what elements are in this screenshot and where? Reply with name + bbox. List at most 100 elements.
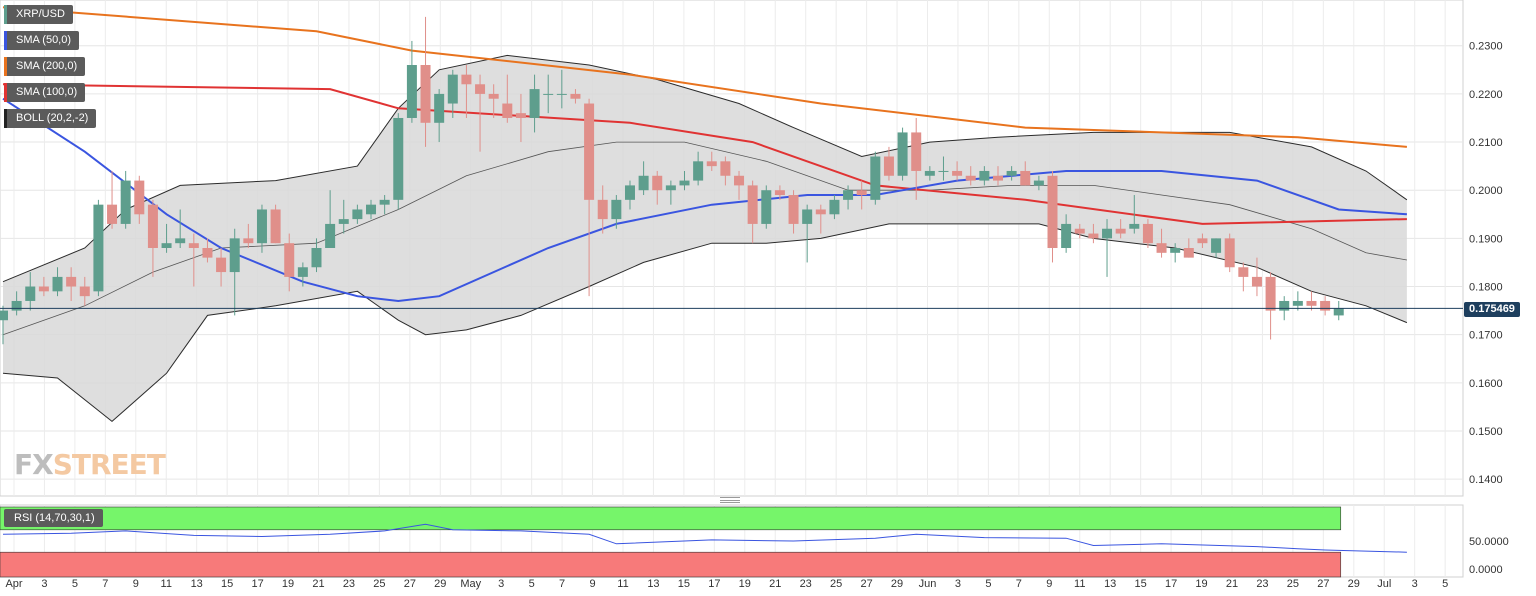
candle xyxy=(965,166,976,186)
candle-body xyxy=(1197,238,1208,244)
x-tick-label: 15 xyxy=(1135,578,1147,590)
candle-body xyxy=(1047,175,1058,248)
legend-sma200[interactable]: SMA (200,0) xyxy=(4,57,86,76)
candle-body xyxy=(297,267,308,277)
candle-body xyxy=(120,180,131,224)
candle-body xyxy=(665,185,676,191)
candle-body xyxy=(0,310,8,321)
candle-body xyxy=(1102,228,1113,239)
x-tick-label: 11 xyxy=(617,578,628,590)
candle-body xyxy=(406,65,417,118)
current-price-tag: 0.175469 xyxy=(1464,302,1520,317)
x-tick-label: 29 xyxy=(1348,578,1360,590)
legend-sma200-swatch xyxy=(4,57,7,76)
candle-body xyxy=(25,286,36,301)
candle xyxy=(1033,175,1044,191)
candle xyxy=(243,223,254,248)
x-tick-label: Jun xyxy=(919,578,937,590)
candle xyxy=(693,151,704,186)
candle xyxy=(1047,170,1058,263)
rsi-curve xyxy=(2,523,1407,553)
sma100-line xyxy=(2,83,1407,225)
y-tick-label: 0.2000 xyxy=(1469,185,1503,197)
legend-sma200-label: SMA (200,0) xyxy=(16,60,78,72)
x-tick-label: 13 xyxy=(647,578,659,590)
candle xyxy=(1320,296,1331,316)
candle xyxy=(297,262,308,287)
x-tick-label: 19 xyxy=(282,578,294,590)
legend-sma50[interactable]: SMA (50,0) xyxy=(4,31,80,50)
candle-body xyxy=(938,170,949,172)
legend-rsi[interactable]: RSI (14,70,30,1) xyxy=(4,509,103,527)
candle xyxy=(270,204,281,244)
candle-body xyxy=(447,74,458,104)
x-tick-label: 27 xyxy=(404,578,416,590)
candle xyxy=(1183,238,1194,258)
x-tick-label: May xyxy=(460,578,481,590)
x-tick-label: 15 xyxy=(221,578,233,590)
x-tick-label: 19 xyxy=(1195,578,1207,590)
x-tick-label: 27 xyxy=(860,578,872,590)
candle xyxy=(311,238,322,273)
candle xyxy=(802,204,813,263)
candle xyxy=(1170,243,1181,263)
candle-body xyxy=(66,276,77,287)
x-tick-label: 9 xyxy=(589,578,595,590)
candle xyxy=(938,156,949,181)
candle xyxy=(543,74,554,114)
x-tick-label: 23 xyxy=(1256,578,1268,590)
candle xyxy=(529,74,540,133)
candle xyxy=(1088,223,1099,244)
candle-body xyxy=(393,117,404,200)
candle-body xyxy=(1320,300,1331,311)
candle xyxy=(665,180,676,205)
candle xyxy=(1251,257,1262,297)
candle-body xyxy=(815,209,826,215)
candle xyxy=(256,204,267,253)
candle-body xyxy=(1088,233,1099,239)
legend-boll[interactable]: BOLL (20,2,-2) xyxy=(4,109,97,128)
candle-body xyxy=(829,199,840,215)
candle xyxy=(379,195,390,215)
legend-sma100-swatch xyxy=(4,83,7,102)
legend-symbol[interactable]: XRP/USD xyxy=(4,5,73,24)
y-tick-label: 0.1600 xyxy=(1469,378,1503,390)
x-tick-label: 25 xyxy=(373,578,385,590)
candle-body xyxy=(147,204,158,248)
legend-sma100[interactable]: SMA (100,0) xyxy=(4,83,86,102)
legend-rsi-label: RSI (14,70,30,1) xyxy=(14,512,95,524)
candle xyxy=(1074,223,1085,239)
candle xyxy=(1115,219,1126,239)
candle-body xyxy=(734,175,745,186)
candlesticks xyxy=(0,16,1344,345)
candle xyxy=(393,113,404,210)
rsi-y-axis: 50.0000 0.0000 xyxy=(1469,536,1509,576)
legend-sma50-swatch xyxy=(4,31,7,50)
candle xyxy=(815,204,826,234)
candle xyxy=(461,65,472,118)
pane-resize-handle[interactable] xyxy=(720,497,740,503)
candle xyxy=(175,209,186,248)
y-tick-label: 0.1500 xyxy=(1469,426,1503,438)
candle-body xyxy=(543,93,554,95)
candle-body xyxy=(284,243,295,277)
candle xyxy=(734,170,745,200)
y-tick-label: 0.2200 xyxy=(1469,89,1503,101)
candle xyxy=(1006,166,1017,181)
candle xyxy=(420,16,431,147)
candle-body xyxy=(1292,300,1303,306)
candle-body xyxy=(638,175,649,191)
candle xyxy=(488,84,499,118)
candle xyxy=(870,151,881,205)
legend-sma50-label: SMA (50,0) xyxy=(16,34,72,46)
candle-body xyxy=(366,204,377,215)
candle xyxy=(570,89,581,104)
rsi-y-tick-label: 0.0000 xyxy=(1469,564,1503,576)
candle-body xyxy=(256,209,267,244)
x-tick-label: 9 xyxy=(133,578,139,590)
candle xyxy=(229,228,240,316)
candle-body xyxy=(1183,248,1194,258)
legend-boll-swatch xyxy=(4,109,7,128)
x-axis: Apr 3 5 7 9 11 13 15 17 19 21 23 25 27 29 May 3 5 7 9 11 13 15… xyxy=(5,578,1448,590)
candle-body xyxy=(79,286,90,297)
